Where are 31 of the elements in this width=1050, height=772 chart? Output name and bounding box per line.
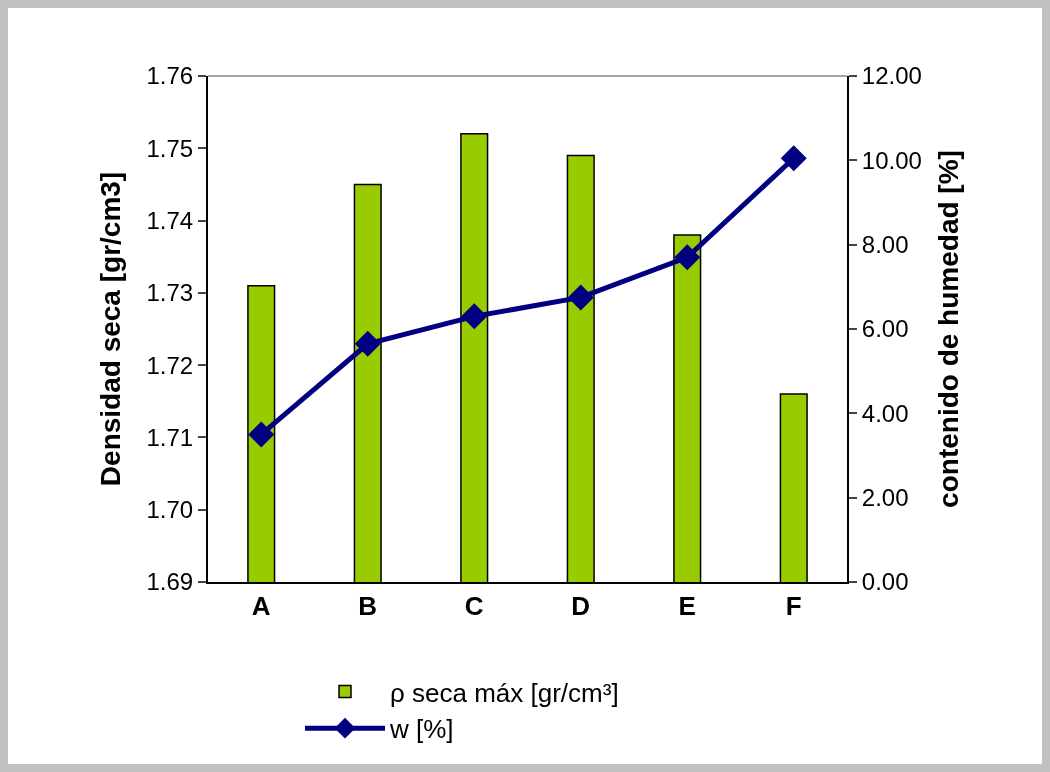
- y2-axis-title: contenido de humedad [%]: [933, 150, 965, 508]
- y-tick-label: 1.76: [146, 62, 194, 90]
- point: [354, 330, 381, 357]
- point: [674, 244, 701, 271]
- point: [567, 284, 594, 311]
- x-tick-label: A: [251, 591, 271, 622]
- y-tick-label: 1.75: [146, 134, 194, 162]
- y2-tick-label: 0.00: [861, 568, 909, 596]
- y2-tick-label: 2.00: [861, 484, 909, 512]
- y2-tick-label: 12.00: [861, 62, 922, 90]
- x-tick-label: F: [785, 591, 802, 622]
- y-tick-label: 1.74: [146, 206, 194, 234]
- y-tick-label: 1.73: [146, 279, 194, 307]
- y2-tick-label: 8.00: [861, 231, 909, 259]
- y-axis-title: Densidad seca [gr/cm3]: [94, 171, 126, 487]
- y-tick-label: 1.69: [146, 568, 194, 596]
- legend-label: w [%]: [389, 714, 454, 745]
- y2-tick-label: 10.00: [861, 146, 922, 174]
- point: [248, 421, 275, 448]
- y2-tick-label: 4.00: [861, 399, 909, 427]
- point: [461, 303, 488, 330]
- legend-label: ρ seca máx [gr/cm³]: [390, 677, 619, 708]
- y2-tick-label: 6.00: [861, 315, 909, 343]
- y-tick-label: 1.72: [146, 351, 194, 379]
- y-tick-label: 1.71: [146, 423, 194, 451]
- x-tick-label: B: [358, 591, 378, 622]
- point: [780, 145, 807, 172]
- y-tick-label: 1.70: [146, 496, 194, 524]
- x-tick-label: C: [464, 591, 484, 622]
- x-tick-label: D: [571, 591, 591, 622]
- x-tick-label: E: [678, 591, 696, 622]
